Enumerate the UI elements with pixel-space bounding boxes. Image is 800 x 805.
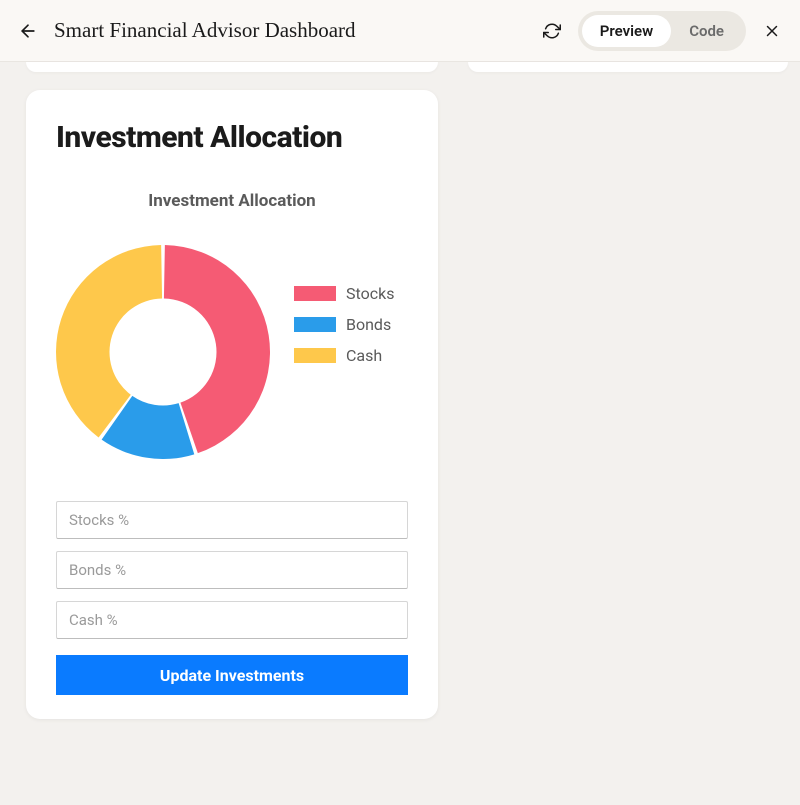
legend-item-bonds: Bonds bbox=[294, 315, 394, 334]
investment-allocation-card: Investment Allocation Investment Allocat… bbox=[26, 90, 438, 719]
bonds-input[interactable] bbox=[56, 551, 408, 589]
back-button[interactable] bbox=[16, 19, 40, 43]
allocation-inputs: Update Investments bbox=[56, 501, 408, 695]
arrow-left-icon bbox=[18, 21, 38, 41]
topbar: Smart Financial Advisor Dashboard Previe… bbox=[0, 0, 800, 62]
chart-legend: Stocks Bonds Cash bbox=[294, 284, 394, 365]
close-icon bbox=[763, 22, 781, 40]
chart-title: Investment Allocation bbox=[56, 191, 408, 211]
legend-swatch bbox=[294, 348, 336, 363]
legend-swatch bbox=[294, 286, 336, 301]
refresh-button[interactable] bbox=[540, 19, 564, 43]
card-title: Investment Allocation bbox=[56, 120, 408, 155]
legend-label: Bonds bbox=[346, 315, 391, 334]
donut-chart bbox=[56, 245, 270, 459]
legend-swatch bbox=[294, 317, 336, 332]
page-title: Smart Financial Advisor Dashboard bbox=[54, 18, 526, 43]
stocks-input[interactable] bbox=[56, 501, 408, 539]
adjacent-card-peek bbox=[468, 62, 788, 72]
toggle-preview[interactable]: Preview bbox=[582, 15, 671, 47]
toggle-code[interactable]: Code bbox=[671, 15, 742, 47]
legend-item-cash: Cash bbox=[294, 346, 394, 365]
chart-row: Stocks Bonds Cash bbox=[56, 245, 408, 459]
legend-label: Cash bbox=[346, 346, 382, 365]
content-area: Investment Allocation Investment Allocat… bbox=[0, 62, 800, 745]
legend-item-stocks: Stocks bbox=[294, 284, 394, 303]
refresh-icon bbox=[543, 22, 561, 40]
update-investments-button[interactable]: Update Investments bbox=[56, 655, 408, 695]
close-button[interactable] bbox=[760, 19, 784, 43]
legend-label: Stocks bbox=[346, 284, 394, 303]
previous-card-peek bbox=[26, 62, 438, 72]
topbar-actions: Preview Code bbox=[540, 11, 784, 51]
cash-input[interactable] bbox=[56, 601, 408, 639]
view-toggle: Preview Code bbox=[578, 11, 746, 51]
donut-svg bbox=[56, 245, 270, 459]
